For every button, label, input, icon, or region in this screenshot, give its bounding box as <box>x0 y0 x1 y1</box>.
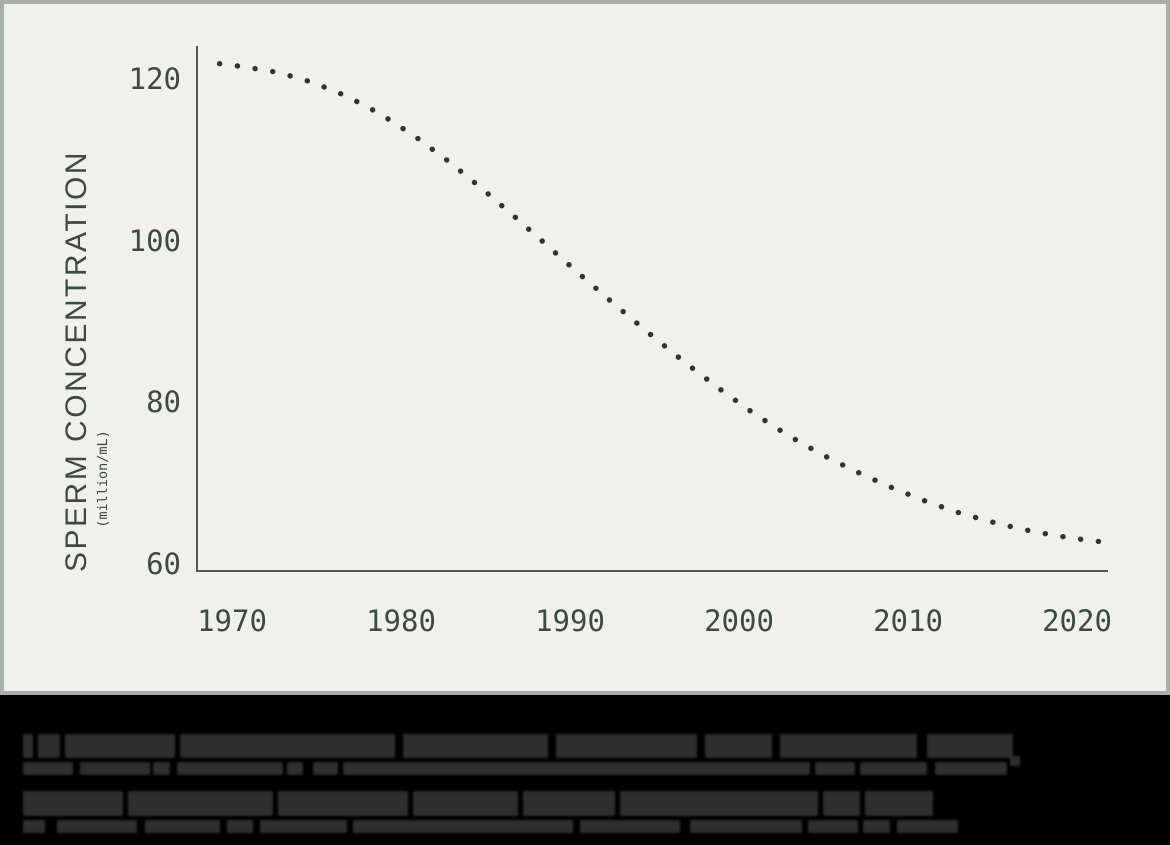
y-axis-title: SPERM CONCENTRATION <box>60 150 93 572</box>
caption-text-block <box>897 820 958 833</box>
caption-text-block <box>23 820 45 833</box>
caption-text-block <box>927 734 1013 758</box>
caption-text-block <box>403 734 548 758</box>
x-tick-label: 2010 <box>873 604 943 638</box>
caption-text-block <box>705 734 772 758</box>
caption-text-block <box>690 820 802 833</box>
caption-text-block <box>1010 756 1020 766</box>
caption-text-block <box>278 791 408 816</box>
caption-text-block <box>38 734 60 758</box>
trend-dotted-line <box>216 61 1110 545</box>
caption-text-block <box>620 791 818 816</box>
caption-text-block <box>863 820 890 833</box>
caption-text-block <box>780 734 917 758</box>
caption-redacted-text <box>0 695 1170 845</box>
y-axis-units: (million/mL) <box>95 430 111 528</box>
caption-text-block <box>177 762 283 775</box>
caption-text-block <box>23 762 73 775</box>
caption-text-block <box>935 762 1007 775</box>
caption-text-block <box>523 791 615 816</box>
x-tick-label: 1990 <box>535 604 605 638</box>
y-tick-label: 80 <box>146 385 181 420</box>
caption-text-block <box>413 791 518 816</box>
y-tick-label: 120 <box>128 62 181 96</box>
x-tick-label: 2000 <box>704 604 774 638</box>
caption-text-block <box>227 820 253 833</box>
caption-text-block <box>556 734 697 758</box>
caption-text-block <box>260 820 347 833</box>
caption-text-block <box>65 734 175 758</box>
caption-text-block <box>23 791 123 816</box>
caption-text-block <box>80 762 150 775</box>
plot-area <box>196 46 1110 572</box>
caption-text-block <box>808 820 858 833</box>
caption-text-block <box>145 820 220 833</box>
caption-text-block <box>128 791 273 816</box>
y-tick-label: 60 <box>146 546 181 581</box>
caption-text-block <box>815 762 855 775</box>
x-tick-label: 2020 <box>1042 604 1112 638</box>
y-tick-label: 100 <box>128 223 181 258</box>
caption-text-block <box>57 820 137 833</box>
caption-text-block <box>23 734 33 758</box>
caption-text-block <box>580 820 680 833</box>
caption-text-block <box>860 762 927 775</box>
caption-text-block <box>353 820 573 833</box>
caption-text-block <box>343 762 810 775</box>
caption-text-block <box>865 791 933 816</box>
caption-text-block <box>153 762 170 775</box>
caption-text-block <box>180 734 395 758</box>
chart-panel: SPERM CONCENTRATION (million/mL) 120 100 8… <box>0 0 1170 695</box>
caption-text-block <box>823 791 860 816</box>
x-tick-label: 1980 <box>366 604 436 638</box>
caption-text-block <box>313 762 338 775</box>
x-tick-label: 1970 <box>197 604 267 638</box>
caption-text-block <box>287 762 303 775</box>
